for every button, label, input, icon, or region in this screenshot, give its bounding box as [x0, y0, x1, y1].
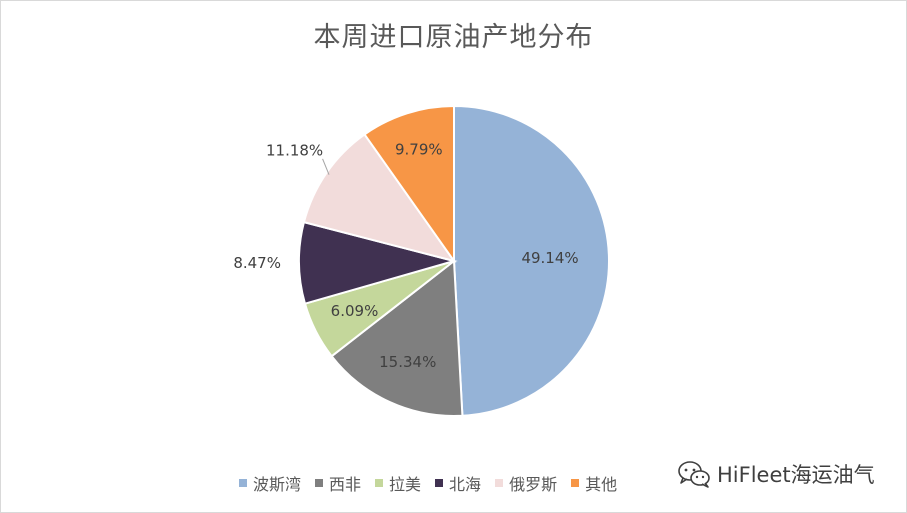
data-label-4: 8.47% [233, 254, 281, 272]
legend-item-5: 俄罗斯 [495, 471, 557, 495]
data-label-5: 11.18% [266, 141, 323, 159]
chart-title: 本周进口原油产地分布 [313, 22, 594, 53]
legend-swatch [315, 479, 324, 487]
watermark-text: HiFleet海运油气 [717, 463, 875, 487]
chart-legend: 波斯湾 西非 拉美 北海 俄罗斯 其他 [239, 471, 617, 495]
legend-label: 俄罗斯 [509, 475, 558, 494]
pie-slice-5 [302, 133, 457, 263]
data-label-6: 9.79% [395, 141, 443, 159]
data-label-3: 6.09% [331, 302, 379, 320]
legend-item-2: 西非 [315, 471, 361, 495]
legend-label: 拉美 [389, 475, 422, 494]
leader-line [322, 158, 330, 175]
legend-swatch [239, 479, 247, 487]
legend-label: 西非 [329, 475, 362, 494]
legend-swatch [375, 479, 384, 487]
data-label-1: 49.14% [521, 249, 578, 267]
legend-item-4: 北海 [435, 471, 481, 495]
data-label-2: 15.34% [379, 353, 436, 371]
wechat-icon [678, 461, 710, 488]
watermark: HiFleet海运油气 [677, 459, 875, 489]
legend-label: 波斯湾 [253, 475, 302, 494]
legend-item-6: 其他 [571, 471, 617, 495]
legend-swatch [435, 479, 444, 487]
legend-label: 其他 [585, 475, 618, 494]
legend-swatch [495, 479, 504, 487]
pie-slice-1 [453, 104, 610, 417]
legend-item-3: 拉美 [375, 471, 421, 495]
pie-slice-2 [330, 259, 464, 417]
legend-label: 北海 [449, 475, 482, 494]
legend-item-1: 波斯湾 [239, 471, 301, 495]
pie-slice-6 [363, 104, 455, 265]
legend-swatch [571, 479, 580, 487]
